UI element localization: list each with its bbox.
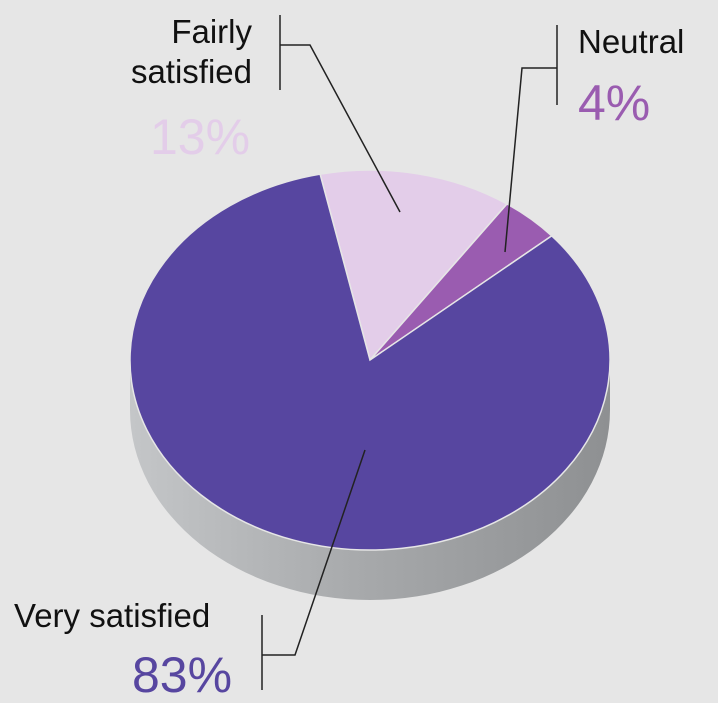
leader-line (261, 449, 366, 690)
pie-slice (319, 169, 509, 362)
pie-slice (129, 173, 611, 551)
value-label: 4% (578, 75, 651, 131)
pie (129, 169, 611, 600)
leader-line (504, 25, 558, 253)
leader-line (279, 15, 401, 213)
slice-label: Fairly satisfied (130, 13, 252, 90)
slice-label: Very satisfied (14, 597, 211, 634)
value-label: 83% (132, 647, 233, 703)
value-label: 13% (150, 109, 251, 165)
slice-label: Neutral (578, 23, 685, 60)
leader-lines (261, 15, 558, 690)
pie-side (130, 360, 610, 600)
